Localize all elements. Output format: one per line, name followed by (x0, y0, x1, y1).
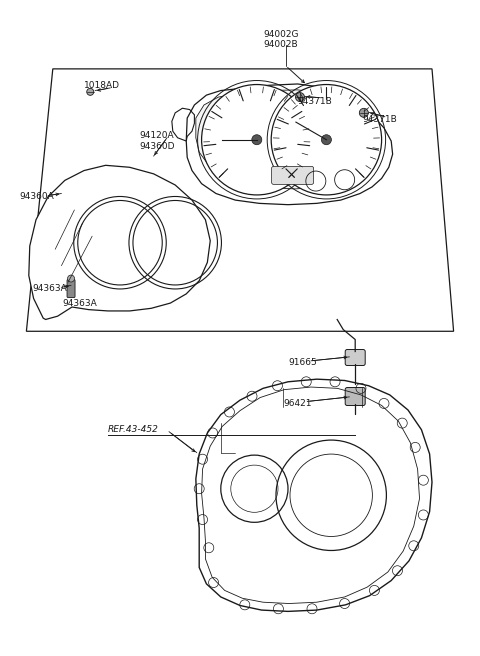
Text: 91665: 91665 (288, 358, 317, 367)
Circle shape (68, 275, 74, 282)
Polygon shape (196, 90, 372, 189)
Text: 94120A
94360D: 94120A 94360D (139, 131, 175, 151)
Circle shape (202, 85, 312, 195)
FancyBboxPatch shape (345, 350, 365, 365)
Text: 1018AD: 1018AD (84, 81, 120, 90)
Polygon shape (29, 165, 210, 319)
Text: 94371B: 94371B (298, 97, 332, 106)
Text: 94363A: 94363A (62, 298, 97, 308)
Text: REF.43-452: REF.43-452 (108, 425, 159, 434)
Circle shape (360, 108, 368, 117)
Text: 94363A: 94363A (33, 284, 67, 293)
Text: 96421: 96421 (283, 399, 312, 408)
Circle shape (296, 92, 304, 102)
Text: 94360A: 94360A (19, 192, 54, 201)
FancyBboxPatch shape (67, 279, 75, 298)
Circle shape (252, 134, 262, 145)
Text: 94371B: 94371B (362, 115, 397, 124)
Text: 94002G
94002B: 94002G 94002B (263, 30, 299, 49)
Circle shape (271, 85, 382, 195)
Circle shape (87, 89, 94, 95)
FancyBboxPatch shape (345, 388, 365, 405)
Circle shape (322, 134, 331, 145)
FancyBboxPatch shape (272, 167, 313, 184)
